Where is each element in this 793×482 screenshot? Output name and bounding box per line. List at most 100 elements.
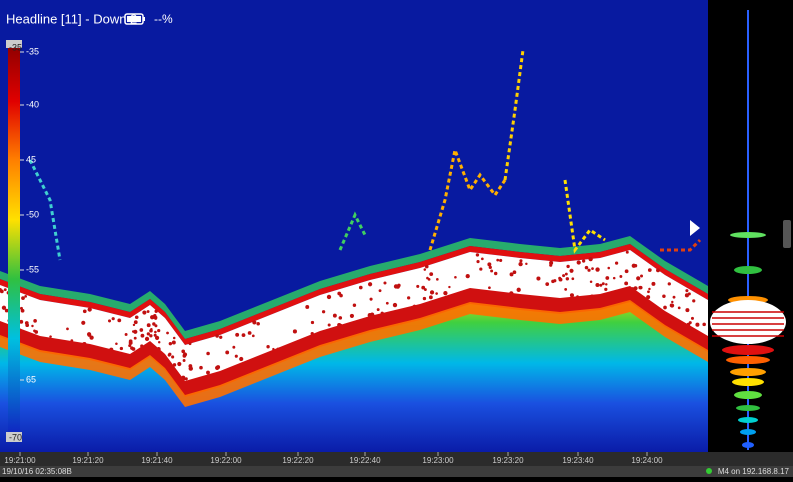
- echo-speckle: [692, 299, 695, 302]
- echo-speckle: [476, 260, 479, 263]
- echo-speckle: [166, 332, 169, 335]
- echo-speckle: [545, 282, 549, 286]
- echo-speckle: [595, 283, 599, 287]
- echo-speckle: [407, 296, 410, 299]
- echo-speckle: [519, 259, 522, 262]
- echo-speckle: [443, 291, 447, 295]
- echo-speckle: [689, 321, 692, 324]
- echo-speckle: [115, 343, 118, 346]
- spectrum-band: [722, 345, 774, 355]
- spectrum-band: [730, 232, 766, 238]
- echo-speckle: [435, 292, 438, 295]
- echo-speckle: [235, 333, 239, 337]
- echo-speckle: [678, 307, 681, 310]
- echo-speckle: [112, 317, 115, 320]
- echo-speckle: [565, 273, 568, 276]
- echo-speckle: [481, 258, 484, 261]
- scale-tick-label: 45: [26, 154, 36, 164]
- echo-speckle: [428, 278, 431, 281]
- echo-speckle: [293, 329, 297, 333]
- echo-speckle: [177, 362, 181, 366]
- echo-speckle: [24, 295, 27, 298]
- echo-speckle: [656, 268, 660, 272]
- echo-speckle: [430, 290, 434, 294]
- echo-speckle: [436, 278, 439, 281]
- echo-speckle: [571, 277, 574, 280]
- echo-speckle: [685, 308, 689, 312]
- echo-speckle: [487, 262, 491, 266]
- echo-speckle: [147, 323, 151, 327]
- echo-speckle: [549, 261, 553, 265]
- echo-speckle: [189, 366, 193, 370]
- spectrum-band: [742, 442, 754, 448]
- echo-speckle: [685, 289, 688, 292]
- spectrum-band: [734, 391, 762, 399]
- echo-speckle: [425, 265, 429, 269]
- echo-speckle: [651, 282, 655, 286]
- time-label: 19:22:40: [349, 456, 381, 465]
- echo-speckle: [350, 314, 354, 318]
- echo-speckle: [147, 332, 150, 335]
- echo-speckle: [183, 354, 187, 358]
- echo-speckle: [134, 320, 138, 324]
- echo-speckle: [135, 315, 139, 319]
- battery-level: [127, 16, 141, 22]
- echo-speckle: [333, 314, 337, 318]
- echo-speckle: [248, 331, 252, 335]
- echo-speckle: [396, 285, 400, 289]
- echo-speckle: [607, 267, 610, 270]
- echo-speckle: [466, 274, 470, 278]
- echo-speckle: [424, 268, 427, 271]
- echo-speckle: [599, 284, 602, 287]
- echo-speckle: [566, 265, 569, 268]
- echo-speckle: [587, 269, 590, 272]
- echo-speckle: [602, 282, 605, 285]
- echo-speckle: [353, 304, 356, 307]
- echo-speckle: [89, 335, 93, 339]
- sonar-view: -35 -70 -35-4045-50-5565 Headline [11] -…: [0, 0, 793, 477]
- echo-speckle: [150, 328, 153, 331]
- echo-speckle: [476, 253, 479, 256]
- echo-speckle: [147, 310, 150, 313]
- echo-speckle: [33, 330, 36, 333]
- echo-speckle: [171, 355, 174, 358]
- echo-speckle: [154, 334, 157, 337]
- echo-speckle: [88, 307, 92, 311]
- echo-speckle: [429, 295, 433, 299]
- echo-speckle: [33, 319, 37, 323]
- echo-speckle: [169, 342, 172, 345]
- time-label: 19:23:00: [422, 456, 454, 465]
- echo-speckle: [141, 334, 145, 338]
- echo-speckle: [564, 288, 567, 291]
- echo-speckle: [181, 350, 185, 354]
- echo-speckle: [416, 285, 419, 288]
- echo-speckle: [688, 292, 691, 295]
- color-scale: [8, 42, 20, 437]
- spectrum-band: [710, 300, 786, 344]
- echo-speckle: [605, 283, 607, 285]
- echo-speckle: [632, 264, 636, 268]
- echo-speckle: [488, 286, 491, 289]
- echo-speckle: [225, 351, 229, 355]
- echo-speckle: [489, 266, 492, 269]
- echo-speckle: [339, 294, 343, 298]
- battery-text: --%: [154, 12, 173, 26]
- echo-speckle: [647, 290, 650, 293]
- scale-tick-label: -35: [26, 46, 39, 56]
- battery-tip: [143, 17, 145, 21]
- echo-speckle: [327, 295, 331, 299]
- echo-speckle: [206, 352, 210, 356]
- echo-speckle: [379, 289, 382, 292]
- echo-speckle: [663, 306, 667, 310]
- spectrum-band: [740, 429, 756, 435]
- spectrum-band: [736, 405, 760, 411]
- echo-speckle: [695, 323, 699, 327]
- echo-speckle: [553, 279, 556, 282]
- echo-speckle: [219, 336, 222, 339]
- echo-speckle: [518, 262, 522, 266]
- echo-speckle: [517, 288, 521, 292]
- echo-speckle: [129, 341, 133, 345]
- echo-speckle: [588, 257, 592, 261]
- echo-speckle: [577, 260, 581, 264]
- echo-speckle: [448, 286, 450, 288]
